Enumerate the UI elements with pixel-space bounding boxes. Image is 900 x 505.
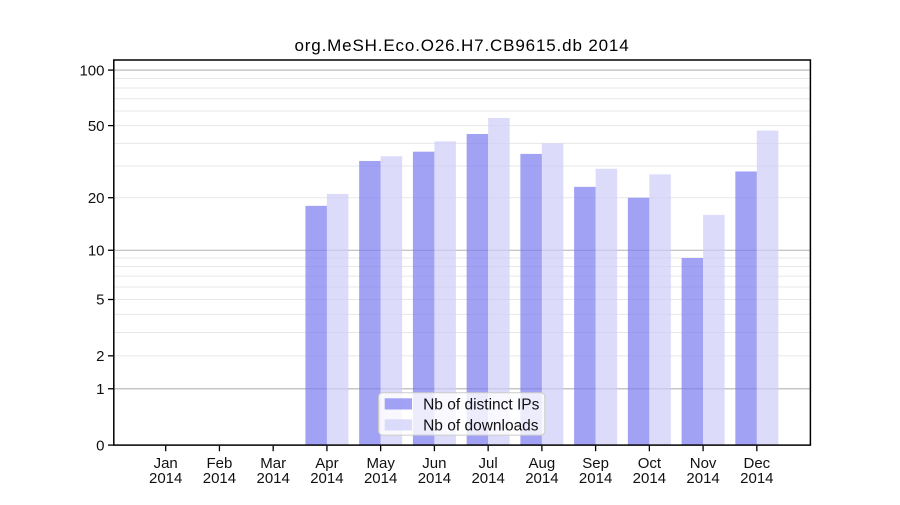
svg-text:May: May — [366, 455, 395, 472]
svg-text:20: 20 — [88, 190, 105, 207]
svg-text:Sep: Sep — [582, 455, 609, 472]
svg-text:2: 2 — [96, 348, 104, 365]
svg-text:org.MeSH.Eco.O26.H7.CB9615.db: org.MeSH.Eco.O26.H7.CB9615.db 2014 — [294, 36, 629, 55]
svg-text:2014: 2014 — [364, 470, 397, 487]
svg-text:2014: 2014 — [149, 470, 182, 487]
svg-text:Feb: Feb — [207, 455, 233, 472]
svg-text:Oct: Oct — [638, 455, 662, 472]
svg-text:5: 5 — [96, 292, 104, 309]
svg-text:Jul: Jul — [479, 455, 498, 472]
svg-text:2014: 2014 — [579, 470, 612, 487]
svg-text:Jun: Jun — [422, 455, 446, 472]
svg-text:Nov: Nov — [690, 455, 717, 472]
svg-text:Nb of distinct IPs: Nb of distinct IPs — [423, 397, 540, 414]
svg-text:2014: 2014 — [256, 470, 289, 487]
svg-text:2014: 2014 — [633, 470, 666, 487]
svg-text:Dec: Dec — [743, 455, 770, 472]
svg-text:50: 50 — [88, 118, 105, 135]
svg-text:Nb of downloads: Nb of downloads — [423, 418, 539, 435]
svg-text:0: 0 — [96, 437, 104, 454]
svg-text:Mar: Mar — [260, 455, 286, 472]
svg-text:10: 10 — [88, 242, 105, 259]
svg-text:100: 100 — [79, 62, 104, 79]
svg-text:2014: 2014 — [525, 470, 558, 487]
svg-text:2014: 2014 — [310, 470, 343, 487]
svg-text:2014: 2014 — [471, 470, 504, 487]
svg-text:2014: 2014 — [740, 470, 773, 487]
svg-text:2014: 2014 — [686, 470, 719, 487]
svg-text:Aug: Aug — [529, 455, 556, 472]
svg-text:2014: 2014 — [203, 470, 236, 487]
svg-text:Jan: Jan — [154, 455, 178, 472]
svg-text:1: 1 — [96, 381, 104, 398]
svg-text:2014: 2014 — [418, 470, 451, 487]
svg-text:Apr: Apr — [315, 455, 338, 472]
